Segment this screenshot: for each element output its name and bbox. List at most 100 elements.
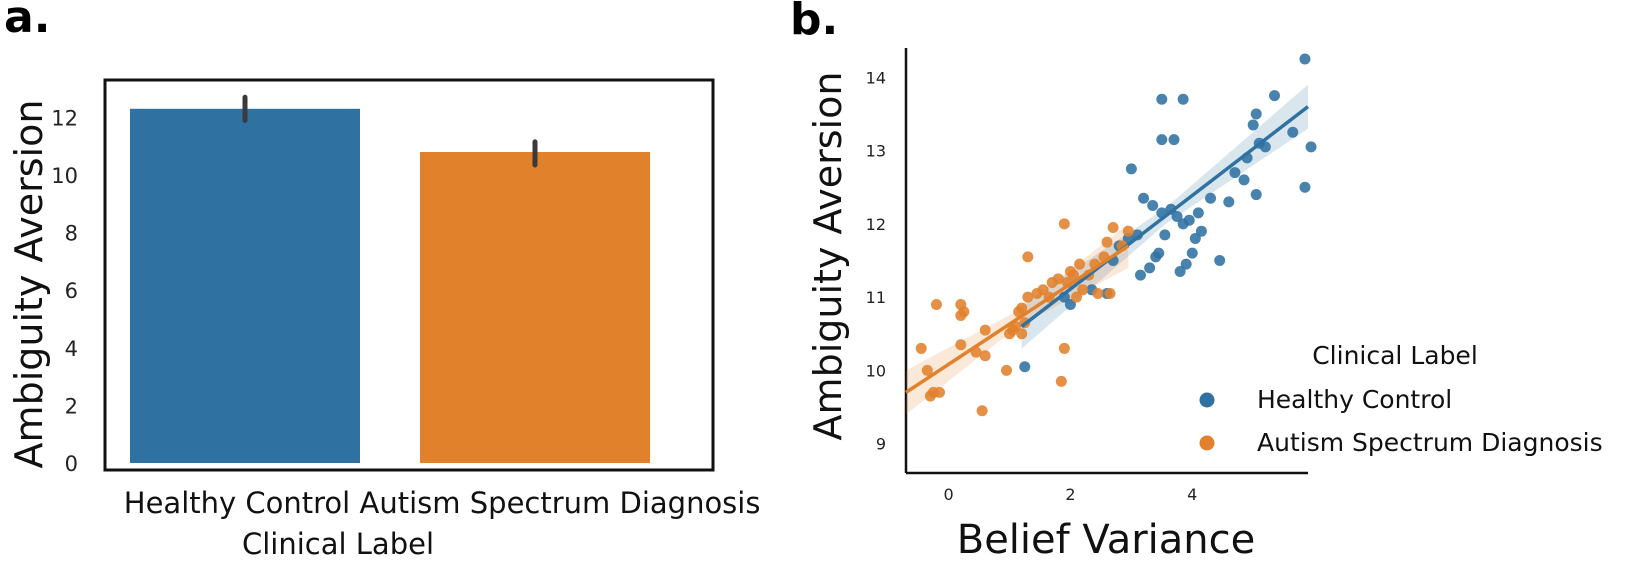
point-autism	[1092, 287, 1104, 299]
panel-label-b: b.	[790, 0, 838, 45]
point-healthy	[1144, 262, 1156, 274]
point-autism	[1122, 225, 1134, 237]
point-healthy	[1299, 181, 1311, 193]
panel-label-a: a.	[4, 0, 50, 43]
point-autism	[955, 339, 967, 351]
scatter-y-axis-title: Ambiguity Aversion	[806, 72, 850, 441]
point-autism	[1068, 269, 1079, 281]
y-tick-label: 6	[65, 279, 78, 303]
x-category-healthy: Healthy Control	[124, 486, 350, 520]
x-tick-label: 0	[944, 485, 954, 504]
y-axis-title: Ambiguity Aversion	[7, 100, 51, 469]
point-autism	[1052, 273, 1064, 285]
bar-chart-frame	[103, 78, 715, 472]
y-tick-label: 4	[65, 337, 78, 361]
point-autism	[1058, 218, 1070, 230]
point-autism	[1016, 328, 1028, 340]
point-healthy	[1135, 269, 1146, 281]
point-healthy	[1138, 192, 1150, 204]
regression-lines	[905, 105, 1310, 394]
point-healthy	[1259, 141, 1271, 153]
point-healthy	[1192, 207, 1204, 219]
point-autism	[1077, 284, 1089, 296]
point-healthy	[1229, 167, 1241, 179]
bar-chart: 0 2 4 6 8 10 12 Healthy Control Autism Spectru…	[7, 78, 761, 561]
point-healthy	[1156, 134, 1168, 146]
point-autism	[1101, 236, 1113, 248]
y-tick-label: 12	[866, 215, 886, 234]
point-healthy	[1183, 214, 1195, 226]
point-autism	[958, 306, 970, 318]
point-autism	[1055, 375, 1067, 387]
point-healthy	[1125, 163, 1137, 175]
point-healthy	[1180, 258, 1192, 270]
point-autism	[1074, 258, 1086, 270]
point-autism	[979, 324, 991, 336]
point-healthy	[1186, 247, 1198, 259]
scatter-x-axis-title: Belief Variance	[957, 517, 1255, 561]
regression-line-healthy	[1020, 105, 1310, 328]
y-tick-label: 0	[65, 452, 78, 476]
point-autism	[934, 386, 945, 398]
point-autism	[1104, 287, 1116, 299]
point-autism	[979, 350, 991, 362]
point-healthy	[1168, 134, 1180, 146]
x-category-autism: Autism Spectrum Diagnosis	[360, 486, 761, 520]
point-healthy	[1153, 247, 1165, 259]
legend-marker-autism	[1199, 435, 1215, 451]
point-autism	[1016, 302, 1028, 314]
point-healthy	[1019, 361, 1031, 373]
point-healthy	[1223, 196, 1235, 208]
point-autism	[915, 342, 927, 354]
x-axis-title: Clinical Label	[242, 527, 434, 561]
x-tick-label: 2	[1065, 485, 1075, 504]
regression-line-autism	[905, 244, 1130, 394]
point-autism	[1071, 291, 1083, 303]
y-tick-label: 8	[65, 222, 78, 246]
x-tick-label: 4	[1187, 485, 1197, 504]
y-tick-label: 13	[866, 142, 886, 161]
bars	[130, 94, 650, 463]
confidence-bands	[906, 84, 1308, 415]
point-autism	[1001, 364, 1012, 376]
legend-label-healthy: Healthy Control	[1257, 385, 1452, 414]
point-healthy	[1238, 174, 1250, 186]
point-healthy	[1205, 192, 1217, 204]
point-healthy	[1171, 211, 1183, 223]
point-healthy	[1174, 265, 1186, 277]
legend-title: Clinical Label	[1312, 341, 1478, 370]
point-autism	[930, 298, 942, 310]
point-healthy	[1159, 229, 1171, 241]
point-autism	[921, 364, 933, 376]
scatter-tick-labels: 0 2 4 9 10 11 12 13 14	[866, 68, 1198, 504]
bar-healthy	[130, 108, 360, 463]
point-autism	[1037, 284, 1049, 296]
y-tick-label: 10	[866, 361, 886, 380]
point-healthy	[1250, 189, 1262, 201]
scatter-chart: 0 2 4 9 10 11 12 13 14 Belief Variance Ambiguity…	[806, 48, 1317, 561]
point-healthy	[1305, 141, 1317, 153]
y-tick-label: 9	[876, 435, 886, 454]
point-autism	[1022, 251, 1034, 263]
y-tick-label: 12	[51, 106, 78, 130]
point-healthy	[1064, 298, 1076, 310]
point-healthy	[1189, 233, 1201, 245]
y-tick-labels: 0 2 4 6 8 10 12	[51, 106, 78, 476]
y-tick-label: 11	[866, 288, 886, 307]
point-healthy	[1247, 119, 1259, 131]
point-healthy	[1269, 90, 1280, 102]
legend-label-autism: Autism Spectrum Diagnosis	[1257, 428, 1603, 457]
y-tick-label: 2	[65, 394, 78, 418]
y-tick-label: 14	[866, 68, 886, 87]
point-healthy	[1195, 225, 1207, 237]
point-autism	[1022, 291, 1034, 303]
point-healthy	[1156, 93, 1168, 105]
point-autism	[976, 405, 988, 417]
legend-marker-healthy	[1199, 392, 1215, 408]
y-tick-label: 10	[51, 164, 78, 188]
bar-autism	[420, 151, 650, 463]
point-healthy	[1287, 126, 1299, 138]
point-healthy	[1214, 255, 1226, 266]
point-autism	[1058, 342, 1070, 354]
